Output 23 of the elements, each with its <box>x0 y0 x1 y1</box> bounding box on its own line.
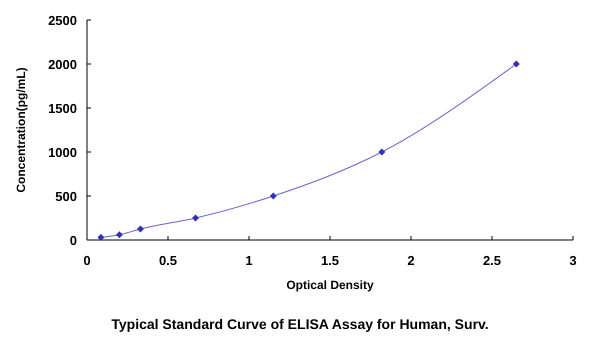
x-tick-label: 3 <box>569 253 577 268</box>
point <box>136 226 144 232</box>
y-tick-label: 1500 <box>48 101 77 116</box>
text: Typical Standard Curve of ELISA Assay for Human, Surv. <box>111 316 489 332</box>
point <box>97 234 104 241</box>
point <box>512 60 520 68</box>
x-tick-label: 0.5 <box>158 253 178 268</box>
x-tick-label: 1 <box>245 253 253 268</box>
point <box>270 192 277 200</box>
x-tick-label: 1.5 <box>320 253 340 268</box>
y-tick-label: 500 <box>55 189 77 204</box>
y-tick-label: 2500 <box>48 13 77 28</box>
x-tick-label: 2.5 <box>482 253 502 268</box>
x-axis-title: Optical Density <box>286 278 374 292</box>
point <box>116 231 123 238</box>
y-tick-label: 1000 <box>48 145 77 160</box>
point <box>192 214 200 222</box>
point <box>378 148 386 156</box>
y-tick-label: 2000 <box>48 57 77 72</box>
y-tick-label: 0 <box>70 233 77 248</box>
x-tick-label: 0 <box>83 253 91 268</box>
x-tick-label: 2 <box>407 253 415 268</box>
y-axis-title: Concentration(pg/mL) <box>14 67 28 193</box>
